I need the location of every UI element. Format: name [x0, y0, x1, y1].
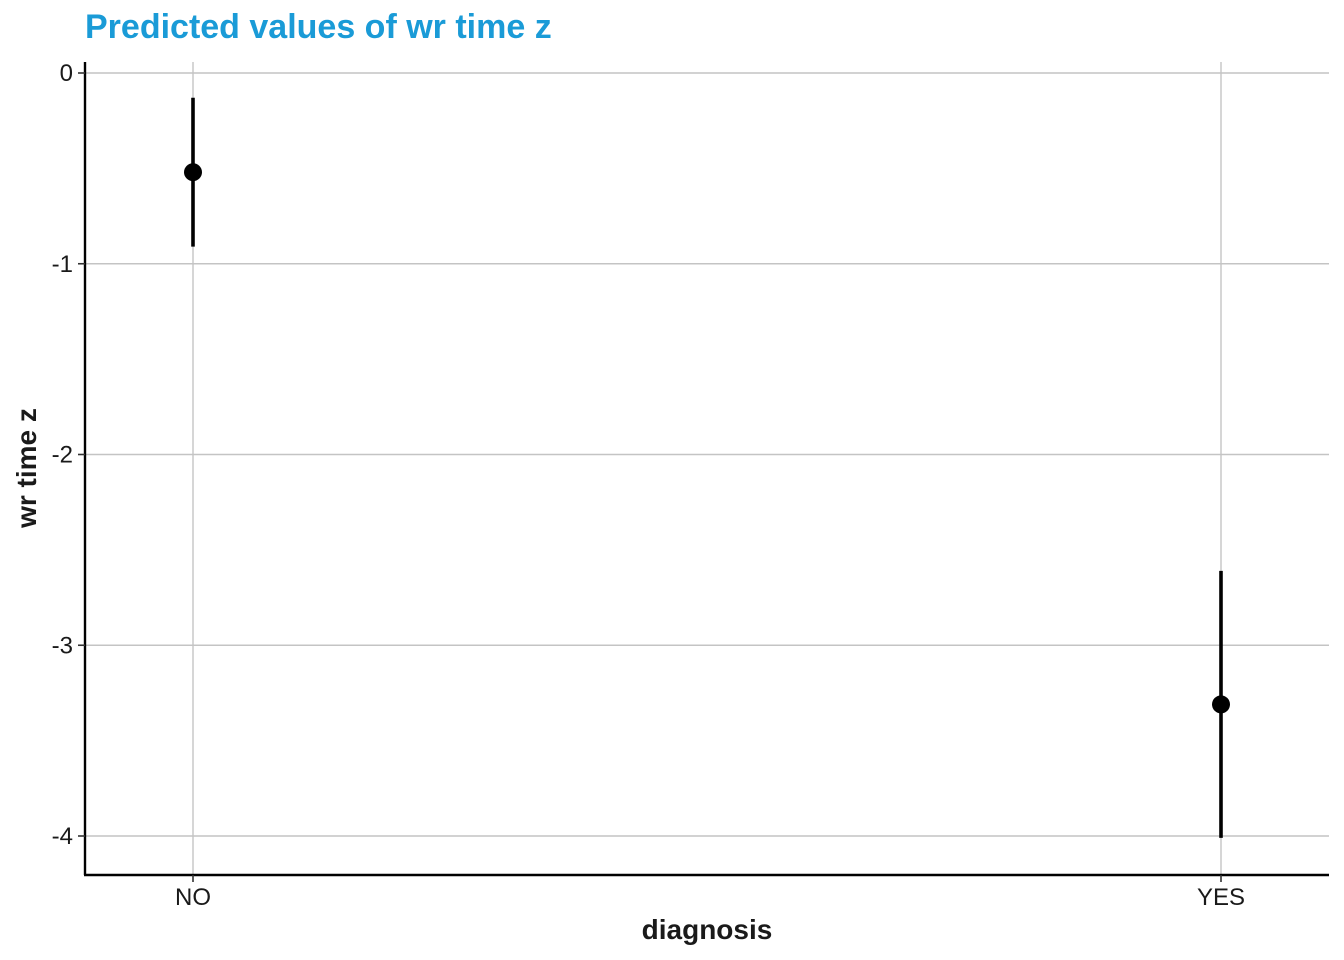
y-tick-label: -2: [52, 442, 73, 469]
y-ticks: 0 -1 -2 -3 -4: [52, 60, 85, 850]
x-ticks: NO YES: [175, 875, 1245, 911]
gridlines: [85, 62, 1329, 875]
axes: [83, 62, 1329, 877]
y-axis-title: wr time z: [11, 408, 42, 529]
data-point: [1212, 695, 1230, 714]
y-tick-label: 0: [60, 60, 73, 87]
x-tick-label: YES: [1197, 884, 1245, 911]
y-tick-label: -1: [52, 251, 73, 278]
x-tick-label: NO: [175, 884, 211, 911]
y-tick-label: -4: [52, 823, 73, 850]
data-marks: [184, 97, 1230, 838]
chart-title: Predicted values of wr time z: [85, 8, 552, 46]
x-axis-title: diagnosis: [642, 914, 773, 945]
y-tick-label: -3: [52, 632, 73, 659]
data-point: [184, 163, 202, 182]
